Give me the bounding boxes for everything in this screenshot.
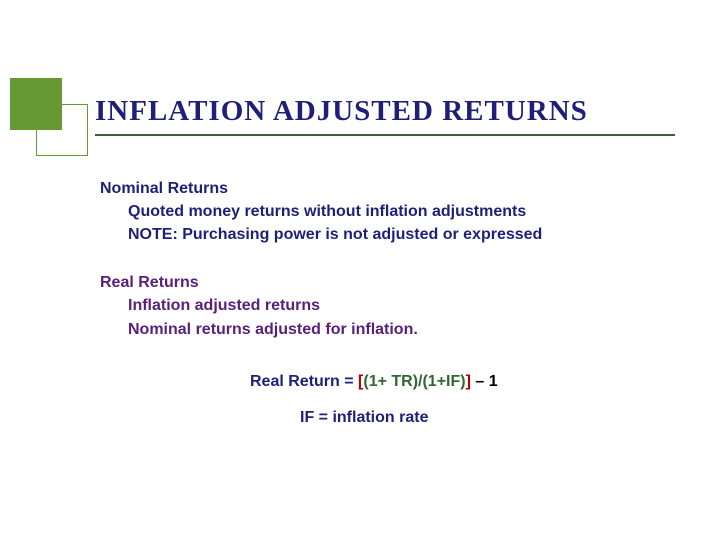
formula-lhs: Real Return = [250, 373, 358, 390]
real-heading: Real Returns [100, 274, 680, 292]
nominal-line2: NOTE: Purchasing power is not adjusted o… [128, 223, 680, 246]
corner-decoration [10, 78, 90, 158]
real-line2: Nominal returns adjusted for inflation. [128, 318, 680, 341]
nominal-line1: Quoted money returns without inflation a… [128, 200, 680, 223]
decoration-outline-square [36, 104, 88, 156]
formula-note: IF = inflation rate [300, 409, 680, 427]
slide-title: INFLATION ADJUSTED RETURNS [95, 95, 675, 136]
formula-body: (1+ TR)/(1+IF) [363, 373, 465, 390]
formula-tail: – 1 [471, 373, 498, 390]
formula-line: Real Return = [(1+ TR)/(1+IF)] – 1 [250, 373, 680, 391]
real-line1: Inflation adjusted returns [128, 294, 680, 317]
nominal-heading: Nominal Returns [100, 180, 680, 198]
slide-body: Nominal Returns Quoted money returns wit… [100, 180, 680, 427]
